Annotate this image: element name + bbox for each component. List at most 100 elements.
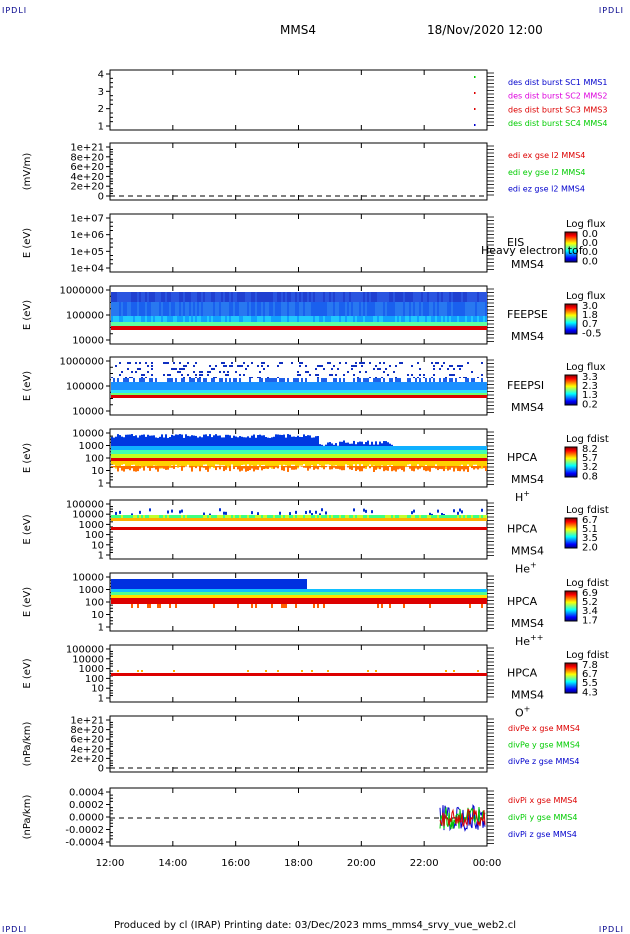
- y-tick-label: 8e+20: [70, 725, 104, 736]
- instrument-label: HPCA: [507, 522, 538, 535]
- colorbar: [564, 590, 578, 622]
- colorbar-tick-label: 3.0: [582, 301, 598, 312]
- y-axis-label: E (eV): [22, 300, 33, 330]
- colorbar-tick-label: 0.2: [582, 399, 598, 410]
- y-tick-label: 10: [91, 684, 104, 695]
- colorbar-title: Log flux: [566, 291, 606, 302]
- instrument-label: FEEPSI: [507, 379, 544, 392]
- y-tick-label: 1e+05: [70, 247, 104, 258]
- y-tick-label: 0.0004: [69, 788, 104, 799]
- colorbar-tick-label: 1.7: [582, 615, 598, 626]
- colorbar-tick-label: 0.7: [582, 319, 598, 330]
- y-tick-label: 100000: [66, 500, 104, 511]
- legend-entry: des dist burst SC2 MMS2: [508, 92, 607, 101]
- y-tick-label: 1e+06: [70, 230, 104, 241]
- y-tick-label: 1000: [79, 441, 104, 452]
- y-tick-label: -0.0002: [65, 825, 104, 836]
- colorbar-tick-label: 3.2: [582, 462, 598, 473]
- colorbar: [564, 517, 578, 549]
- y-tick-label: 6e+20: [70, 735, 104, 746]
- colorbar-tick-label: 3.3: [582, 372, 598, 383]
- y-tick-label: 2: [98, 104, 104, 115]
- y-tick-label: 1: [98, 623, 104, 634]
- instrument-label: EIS: [507, 236, 524, 249]
- colorbar-tick-label: 0.0: [582, 229, 598, 240]
- y-tick-label: 10000: [72, 654, 104, 665]
- y-axis-label: E (eV): [22, 587, 33, 617]
- y-tick-label: 1e+04: [70, 264, 104, 275]
- y-tick-label: 1000: [79, 520, 104, 531]
- colorbar-tick-label: 0.0: [582, 256, 598, 267]
- y-tick-label: 10000: [72, 407, 104, 418]
- y-tick-label: 10: [91, 540, 104, 551]
- colorbar-tick-label: 1.3: [582, 390, 598, 401]
- colorbar-tick-label: 0.8: [582, 471, 598, 482]
- colorbar-tick-label: 5.1: [582, 524, 598, 535]
- y-tick-label: 1000000: [59, 286, 104, 297]
- species-label: He+: [515, 561, 537, 576]
- y-tick-label: 10: [91, 610, 104, 621]
- y-tick-label: 10000: [72, 573, 104, 584]
- header-datetime: 18/Nov/2020 12:00: [427, 23, 543, 37]
- colorbar-tick-label: 5.7: [582, 453, 598, 464]
- corner-label-top-right: IPDLI: [598, 6, 624, 15]
- spacecraft-label: MMS4: [511, 473, 544, 486]
- y-tick-label: 4e+20: [70, 172, 104, 183]
- legend-entry: des dist burst SC1 MMS1: [508, 78, 607, 87]
- y-tick-label: 1: [98, 122, 104, 133]
- corner-label-top-left: IPDLI: [2, 6, 28, 15]
- y-tick-label: 100: [85, 674, 104, 685]
- y-tick-label: 1: [98, 551, 104, 562]
- spacecraft-label: MMS4: [511, 545, 544, 558]
- instrument-label: HPCA: [507, 451, 538, 464]
- colorbar-title: Log fdist: [566, 578, 609, 589]
- y-axis-label: (mV/m): [22, 153, 33, 191]
- panel-frame: [109, 142, 488, 201]
- spacecraft-label: MMS4: [511, 258, 544, 271]
- y-axis-label: E (eV): [22, 371, 33, 401]
- y-tick-label: 100000: [66, 311, 104, 322]
- y-tick-label: 10: [91, 466, 104, 477]
- y-tick-label: 100: [85, 598, 104, 609]
- panel-divpi: [106, 787, 494, 847]
- y-tick-label: 10000: [72, 429, 104, 440]
- panel-frame: [109, 787, 488, 847]
- legend-entry: divPi y gse MMS4: [508, 813, 577, 822]
- panel-frame: [109, 715, 488, 773]
- colorbar-tick-label: 6.9: [582, 588, 598, 599]
- colorbar-title: Log fdist: [566, 650, 609, 661]
- y-tick-label: 6e+20: [70, 162, 104, 173]
- colorbar-title: Log flux: [566, 362, 606, 373]
- instrument-label: HPCA: [507, 666, 538, 679]
- y-tick-label: 0: [98, 764, 104, 775]
- x-tick-label: 00:00: [473, 858, 502, 869]
- colorbar-tick-label: 6.7: [582, 515, 598, 526]
- panel-edi: [106, 142, 494, 201]
- panel-burst: [106, 69, 494, 131]
- panel-eis: [106, 213, 578, 273]
- colorbar-tick-label: 5.5: [582, 678, 598, 689]
- colorbar-title: Log fdist: [566, 505, 609, 516]
- feepse-spectrogram: [111, 292, 487, 330]
- x-tick-label: 14:00: [158, 858, 187, 869]
- y-tick-label: 2e+20: [70, 182, 104, 193]
- feepsi-spectrogram: [111, 362, 487, 398]
- x-tick-label: 12:00: [96, 858, 125, 869]
- species-label: O+: [515, 705, 530, 720]
- y-tick-label: 1: [98, 694, 104, 705]
- header-spacecraft: MMS4: [280, 23, 316, 37]
- spacecraft-label: MMS4: [511, 689, 544, 702]
- spacecraft-label: MMS4: [511, 401, 544, 414]
- legend-entry: edi ez gse l2 MMS4: [508, 185, 585, 194]
- overlay-label: Heavy electron tof: [481, 244, 584, 257]
- y-tick-label: 100000: [66, 382, 104, 393]
- legend-entry: edi ey gse l2 MMS4: [508, 168, 586, 177]
- hpca-h-spectrogram: [111, 434, 487, 472]
- y-tick-label: 1e+21: [70, 143, 104, 154]
- y-axis-label: E (eV): [22, 443, 33, 473]
- y-tick-label: 1: [98, 479, 104, 490]
- colorbar-tick-label: 0.0: [582, 247, 598, 258]
- y-axis-label: (nPa/km): [22, 722, 33, 767]
- burst-marker: [474, 76, 476, 78]
- y-axis-label: E (eV): [22, 658, 33, 688]
